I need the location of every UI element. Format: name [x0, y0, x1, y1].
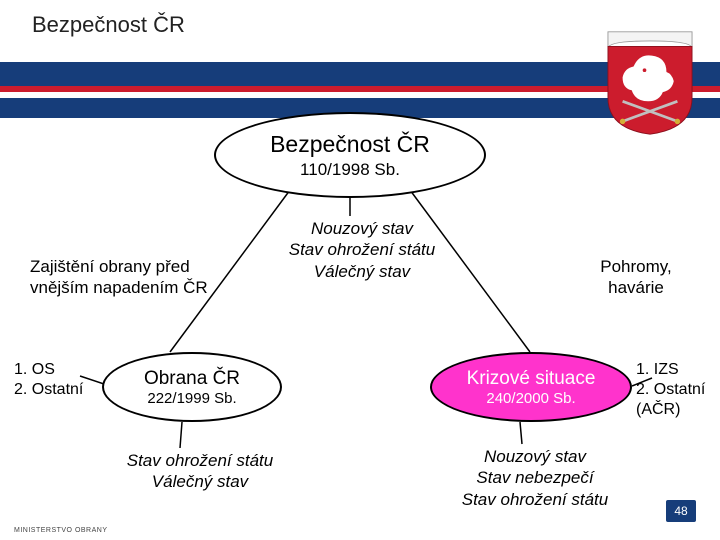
node-krz-title: Krizové situace [467, 368, 596, 390]
footer-ministry: MINISTERSTVO OBRANY [14, 527, 108, 534]
label-os-list: 1. OS 2. Ostatní [14, 360, 104, 400]
list-item: 1. OS [14, 360, 104, 380]
node-krizove-situace: Krizové situace 240/2000 Sb. [430, 352, 632, 422]
node-bezpecnost-cr: Bezpečnost ČR 110/1998 Sb. [214, 112, 486, 198]
label-izs-list: 1. IZS 2. Ostatní (AČR) [636, 360, 720, 420]
state-line: Nouzový stav [430, 446, 640, 467]
list-item: (AČR) [636, 400, 720, 420]
node-obrana-cr: Obrana ČR 222/1999 Sb. [102, 352, 282, 422]
state-line: Nouzový stav [262, 218, 462, 239]
label-zajisteni-obrany: Zajištění obrany před vnějším napadením … [30, 256, 210, 299]
list-item: 2. Ostatní [14, 380, 104, 400]
label-pohromy: Pohromy, havárie [576, 256, 696, 299]
node-main-title: Bezpečnost ČR [270, 131, 430, 158]
label-crisis-states: Nouzový stav Stav nebezpečí Stav ohrožen… [430, 446, 640, 510]
ministry-crest-icon [604, 30, 696, 136]
state-line: Stav nebezpečí [430, 467, 640, 488]
text-line: Pohromy, [576, 256, 696, 277]
node-def-title: Obrana ČR [144, 368, 240, 390]
state-line: Stav ohrožení státu [430, 489, 640, 510]
node-krz-subtitle: 240/2000 Sb. [486, 390, 575, 407]
list-item: 2. Ostatní [636, 380, 720, 400]
text-line: havárie [576, 277, 696, 298]
state-line: Válečný stav [262, 261, 462, 282]
state-line: Válečný stav [100, 471, 300, 492]
label-center-states: Nouzový stav Stav ohrožení státu Válečný… [262, 218, 462, 282]
page-title: Bezpečnost ČR [32, 12, 185, 38]
node-def-subtitle: 222/1999 Sb. [147, 390, 236, 407]
state-line: Stav ohrožení státu [100, 450, 300, 471]
label-defence-states: Stav ohrožení státu Válečný stav [100, 450, 300, 493]
node-main-subtitle: 110/1998 Sb. [300, 158, 400, 180]
list-item: 1. IZS [636, 360, 720, 380]
slide-root: Bezpečnost ČR Bezpečnost ČR 110/1998 Sb.… [0, 0, 720, 540]
state-line: Stav ohrožení státu [262, 239, 462, 260]
page-number-badge: 48 [666, 500, 696, 522]
